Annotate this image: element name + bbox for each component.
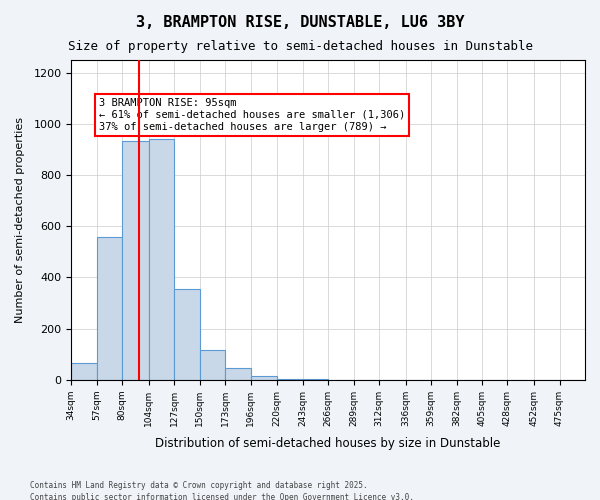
Text: 3, BRAMPTON RISE, DUNSTABLE, LU6 3BY: 3, BRAMPTON RISE, DUNSTABLE, LU6 3BY <box>136 15 464 30</box>
Text: Contains public sector information licensed under the Open Government Licence v3: Contains public sector information licen… <box>30 494 414 500</box>
Bar <box>149 140 174 380</box>
Text: 3 BRAMPTON RISE: 95sqm
← 61% of semi-detached houses are smaller (1,306)
37% of : 3 BRAMPTON RISE: 95sqm ← 61% of semi-det… <box>99 98 405 132</box>
Text: Size of property relative to semi-detached houses in Dunstable: Size of property relative to semi-detach… <box>67 40 533 53</box>
Bar <box>71 363 97 380</box>
Text: Contains HM Land Registry data © Crown copyright and database right 2025.: Contains HM Land Registry data © Crown c… <box>30 481 368 490</box>
Bar <box>200 350 225 380</box>
Bar <box>277 378 302 380</box>
Bar <box>97 236 122 380</box>
Bar <box>251 376 277 380</box>
Bar <box>122 140 149 380</box>
Bar <box>174 289 200 380</box>
X-axis label: Distribution of semi-detached houses by size in Dunstable: Distribution of semi-detached houses by … <box>155 437 501 450</box>
Y-axis label: Number of semi-detached properties: Number of semi-detached properties <box>15 117 25 323</box>
Bar <box>225 368 251 380</box>
